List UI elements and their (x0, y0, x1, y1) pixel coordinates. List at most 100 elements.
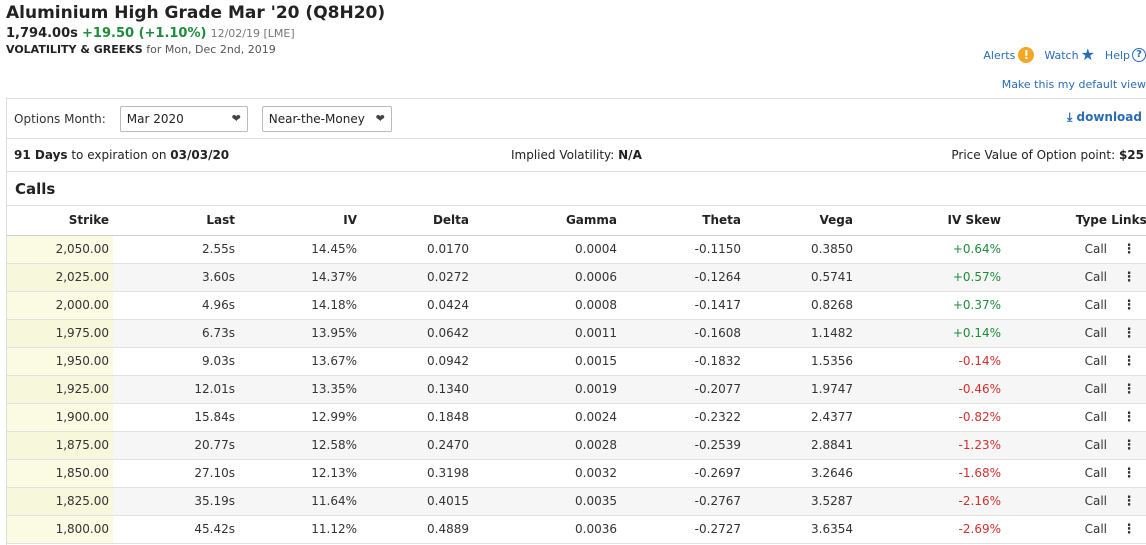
download-link[interactable]: ⤓ download (1067, 110, 1142, 125)
column-header[interactable]: Type (1005, 206, 1111, 236)
more-vertical-icon: ⋮ (1122, 465, 1136, 481)
options-month-label: Options Month: (14, 111, 106, 126)
download-icon: ⤓ (1066, 110, 1073, 124)
row-links-menu[interactable]: ⋮ (1111, 235, 1146, 264)
iv-label: Implied Volatility: (511, 148, 619, 162)
gamma-cell: 0.0011 (473, 319, 621, 348)
vega-cell: 2.4377 (745, 403, 857, 432)
row-links-menu[interactable]: ⋮ (1111, 263, 1146, 292)
type-cell: Call (1005, 375, 1111, 404)
type-cell: Call (1005, 487, 1111, 516)
column-header[interactable]: Strike (7, 206, 113, 236)
strike-cell[interactable]: 1,825.00 (7, 487, 113, 516)
iv-skew-cell: +0.64% (857, 235, 1005, 264)
delta-cell: 0.0272 (361, 263, 473, 292)
column-header[interactable]: IV (239, 206, 361, 236)
type-cell: Call (1005, 403, 1111, 432)
iv-value: N/A (618, 148, 642, 162)
row-links-menu[interactable]: ⋮ (1111, 347, 1146, 376)
last-cell: 15.84s (113, 403, 239, 432)
iv-cell: 14.37% (239, 263, 361, 292)
table-row: 2,050.00 2.55s 14.45% 0.0170 0.0004 -0.1150 0.… (7, 235, 1146, 264)
gamma-cell: 0.0006 (473, 263, 621, 292)
vega-cell: 3.5287 (745, 487, 857, 516)
chevron-down-icon: ❤ (375, 112, 385, 125)
strike-cell[interactable]: 2,025.00 (7, 263, 113, 292)
iv-skew-cell: -2.16% (857, 487, 1005, 516)
default-view-link[interactable]: Make this my default view (1001, 78, 1146, 91)
iv-skew-cell: +0.37% (857, 291, 1005, 320)
table-row: 1,900.00 15.84s 12.99% 0.1848 0.0024 -0.2322 2… (7, 403, 1146, 432)
row-links-menu[interactable]: ⋮ (1111, 375, 1146, 404)
last-cell: 9.03s (113, 347, 239, 376)
vega-cell: 0.3850 (745, 235, 857, 264)
type-cell: Call (1005, 235, 1111, 264)
iv-cell: 13.67% (239, 347, 361, 376)
alerts-link[interactable]: Alerts ! (983, 47, 1035, 63)
watch-label: Watch (1044, 48, 1079, 62)
options-month-select[interactable]: Mar 2020 ❤ (119, 105, 248, 132)
watch-link[interactable]: Watch ★ (1044, 47, 1095, 63)
strike-cell[interactable]: 1,975.00 (7, 319, 113, 348)
row-links-menu[interactable]: ⋮ (1111, 487, 1146, 516)
column-header[interactable]: Last (113, 206, 239, 236)
row-links-menu[interactable]: ⋮ (1111, 459, 1146, 488)
more-vertical-icon: ⋮ (1122, 297, 1136, 313)
vega-cell: 2.8841 (745, 431, 857, 460)
row-links-menu[interactable]: ⋮ (1111, 431, 1146, 460)
strike-cell[interactable]: 1,950.00 (7, 347, 113, 376)
column-header[interactable]: Delta (361, 206, 473, 236)
theta-cell: -0.1832 (621, 347, 745, 376)
page-subtitle: VOLATILITY & GREEKS for Mon, Dec 2nd, 20… (6, 43, 385, 56)
iv-skew-cell: -0.46% (857, 375, 1005, 404)
quote-date: 12/02/19 [LME] (210, 27, 295, 40)
more-vertical-icon: ⋮ (1122, 269, 1136, 285)
pv-label: Price Value of Option point: (951, 148, 1119, 162)
download-label: download (1076, 110, 1142, 124)
iv-cell: 14.18% (239, 291, 361, 320)
delta-cell: 0.1848 (361, 403, 473, 432)
expiration-info-bar: 91 Days to expiration on 03/03/20 Implie… (7, 139, 1146, 172)
delta-cell: 0.0642 (361, 319, 473, 348)
row-links-menu[interactable]: ⋮ (1111, 515, 1146, 544)
help-link[interactable]: Help ? (1105, 48, 1146, 62)
more-vertical-icon: ⋮ (1122, 325, 1136, 341)
more-vertical-icon: ⋮ (1122, 521, 1136, 537)
table-row: 2,000.00 4.96s 14.18% 0.0424 0.0008 -0.1417 0.… (7, 291, 1146, 320)
last-cell: 12.01s (113, 375, 239, 404)
delta-cell: 0.2470 (361, 431, 473, 460)
strike-cell[interactable]: 1,925.00 (7, 375, 113, 404)
table-row: 1,800.00 45.42s 11.12% 0.4889 0.0036 -0.2727 3… (7, 515, 1146, 544)
column-header: Links (1111, 206, 1146, 236)
strike-cell[interactable]: 1,875.00 (7, 431, 113, 460)
strike-cell[interactable]: 1,900.00 (7, 403, 113, 432)
strike-cell[interactable]: 2,050.00 (7, 235, 113, 264)
table-row: 1,950.00 9.03s 13.67% 0.0942 0.0015 -0.1832 1.… (7, 347, 1146, 376)
more-vertical-icon: ⋮ (1122, 409, 1136, 425)
row-links-menu[interactable]: ⋮ (1111, 291, 1146, 320)
iv-cell: 12.13% (239, 459, 361, 488)
moneyness-select[interactable]: Near-the-Money ❤ (261, 105, 392, 132)
strike-cell[interactable]: 1,850.00 (7, 459, 113, 488)
column-header[interactable]: IV Skew (857, 206, 1005, 236)
last-cell: 35.19s (113, 487, 239, 516)
column-header[interactable]: Vega (745, 206, 857, 236)
theta-cell: -0.2322 (621, 403, 745, 432)
strike-cell[interactable]: 1,800.00 (7, 515, 113, 544)
column-header[interactable]: Theta (621, 206, 745, 236)
gamma-cell: 0.0008 (473, 291, 621, 320)
iv-skew-cell: +0.57% (857, 263, 1005, 292)
vega-cell: 0.5741 (745, 263, 857, 292)
implied-volatility-info: Implied Volatility: N/A (511, 148, 642, 162)
last-cell: 6.73s (113, 319, 239, 348)
row-links-menu[interactable]: ⋮ (1111, 403, 1146, 432)
last-cell: 20.77s (113, 431, 239, 460)
column-header[interactable]: Gamma (473, 206, 621, 236)
strike-cell[interactable]: 2,000.00 (7, 291, 113, 320)
vega-cell: 1.9747 (745, 375, 857, 404)
gamma-cell: 0.0032 (473, 459, 621, 488)
iv-skew-cell: -1.23% (857, 431, 1005, 460)
row-links-menu[interactable]: ⋮ (1111, 319, 1146, 348)
vega-cell: 3.6354 (745, 515, 857, 544)
calls-section-title: Calls (7, 172, 1146, 206)
